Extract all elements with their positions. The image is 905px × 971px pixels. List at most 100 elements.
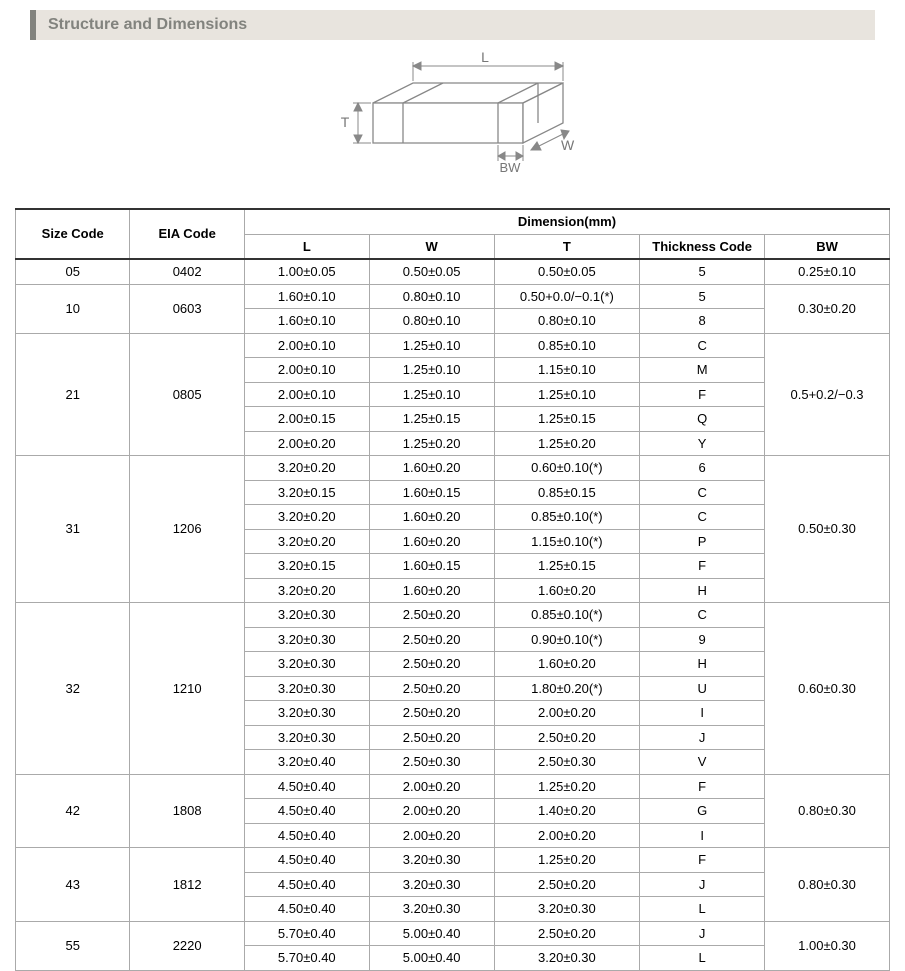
- cell-T: 0.50+0.0/−0.1(*): [494, 284, 640, 309]
- cell-T: 0.85±0.15: [494, 480, 640, 505]
- cell-T: 1.25±0.20: [494, 774, 640, 799]
- cell-thickness-code: 9: [640, 627, 765, 652]
- cell-thickness-code: C: [640, 333, 765, 358]
- cell-L: 4.50±0.40: [244, 799, 369, 824]
- cell-L: 2.00±0.10: [244, 382, 369, 407]
- cell-W: 1.60±0.15: [369, 480, 494, 505]
- cell-T: 2.50±0.20: [494, 872, 640, 897]
- cell-thickness-code: L: [640, 897, 765, 922]
- cell-thickness-code: M: [640, 358, 765, 383]
- cell-thickness-code: V: [640, 750, 765, 775]
- cell-W: 1.25±0.10: [369, 382, 494, 407]
- cell-eia-code: 2220: [130, 921, 244, 970]
- cell-W: 2.50±0.30: [369, 750, 494, 775]
- cell-L: 2.00±0.10: [244, 358, 369, 383]
- cell-T: 3.20±0.30: [494, 897, 640, 922]
- cell-thickness-code: U: [640, 676, 765, 701]
- cell-L: 3.20±0.30: [244, 652, 369, 677]
- cell-thickness-code: 8: [640, 309, 765, 334]
- cell-T: 3.20±0.30: [494, 946, 640, 971]
- cell-thickness-code: C: [640, 505, 765, 530]
- cell-T: 1.80±0.20(*): [494, 676, 640, 701]
- cell-L: 2.00±0.10: [244, 333, 369, 358]
- table-row: 3112063.20±0.201.60±0.200.60±0.10(*)60.5…: [16, 456, 890, 481]
- cell-W: 1.25±0.15: [369, 407, 494, 432]
- cell-T: 1.25±0.20: [494, 848, 640, 873]
- cell-eia-code: 1808: [130, 774, 244, 848]
- dimension-diagram: L T W BW: [0, 48, 905, 198]
- cell-W: 2.00±0.20: [369, 774, 494, 799]
- cell-eia-code: 1812: [130, 848, 244, 922]
- table-row: 4218084.50±0.402.00±0.201.25±0.20F0.80±0…: [16, 774, 890, 799]
- table-row: 0504021.00±0.050.50±0.050.50±0.0550.25±0…: [16, 259, 890, 284]
- col-thickness-code: Thickness Code: [640, 234, 765, 259]
- cell-W: 1.25±0.20: [369, 431, 494, 456]
- cell-W: 5.00±0.40: [369, 946, 494, 971]
- cell-L: 4.50±0.40: [244, 872, 369, 897]
- cell-thickness-code: H: [640, 578, 765, 603]
- cell-L: 3.20±0.20: [244, 505, 369, 530]
- col-W: W: [369, 234, 494, 259]
- cell-bw: 0.25±0.10: [765, 259, 890, 284]
- col-eia-code: EIA Code: [130, 209, 244, 259]
- cell-thickness-code: L: [640, 946, 765, 971]
- cell-T: 0.50±0.05: [494, 259, 640, 284]
- table-row: 5522205.70±0.405.00±0.402.50±0.20J1.00±0…: [16, 921, 890, 946]
- cell-L: 4.50±0.40: [244, 823, 369, 848]
- cell-bw: 0.5+0.2/−0.3: [765, 333, 890, 456]
- label-T: T: [340, 114, 349, 130]
- cell-thickness-code: Y: [640, 431, 765, 456]
- cell-thickness-code: G: [640, 799, 765, 824]
- cell-size-code: 05: [16, 259, 130, 284]
- cell-size-code: 55: [16, 921, 130, 970]
- label-W: W: [561, 137, 575, 153]
- cell-bw: 0.80±0.30: [765, 774, 890, 848]
- table-row: 4318124.50±0.403.20±0.301.25±0.20F0.80±0…: [16, 848, 890, 873]
- col-BW: BW: [765, 234, 890, 259]
- cell-thickness-code: 6: [640, 456, 765, 481]
- cell-thickness-code: 5: [640, 259, 765, 284]
- cell-L: 1.60±0.10: [244, 309, 369, 334]
- cell-L: 3.20±0.30: [244, 627, 369, 652]
- label-BW: BW: [499, 160, 521, 175]
- cell-thickness-code: F: [640, 382, 765, 407]
- cell-T: 1.25±0.15: [494, 407, 640, 432]
- col-size-code: Size Code: [16, 209, 130, 259]
- cell-L: 5.70±0.40: [244, 921, 369, 946]
- cell-L: 4.50±0.40: [244, 774, 369, 799]
- cell-W: 2.50±0.20: [369, 603, 494, 628]
- table-body: 0504021.00±0.050.50±0.050.50±0.0550.25±0…: [16, 259, 890, 970]
- cell-W: 1.25±0.10: [369, 333, 494, 358]
- cell-W: 2.50±0.20: [369, 725, 494, 750]
- cell-W: 1.60±0.15: [369, 554, 494, 579]
- cell-W: 1.60±0.20: [369, 456, 494, 481]
- table-row: 1006031.60±0.100.80±0.100.50+0.0/−0.1(*)…: [16, 284, 890, 309]
- cell-T: 2.00±0.20: [494, 701, 640, 726]
- dimensions-table: Size Code EIA Code Dimension(mm) L W T T…: [15, 208, 890, 971]
- cell-W: 3.20±0.30: [369, 872, 494, 897]
- cell-eia-code: 0603: [130, 284, 244, 333]
- cell-L: 3.20±0.20: [244, 578, 369, 603]
- cell-thickness-code: F: [640, 848, 765, 873]
- cell-W: 2.50±0.20: [369, 627, 494, 652]
- cell-T: 0.85±0.10(*): [494, 603, 640, 628]
- cell-W: 2.50±0.20: [369, 676, 494, 701]
- cell-T: 2.50±0.30: [494, 750, 640, 775]
- cell-W: 0.80±0.10: [369, 309, 494, 334]
- cell-thickness-code: C: [640, 480, 765, 505]
- cell-W: 2.00±0.20: [369, 823, 494, 848]
- cell-W: 5.00±0.40: [369, 921, 494, 946]
- cell-L: 3.20±0.30: [244, 701, 369, 726]
- cell-T: 1.60±0.20: [494, 578, 640, 603]
- cell-eia-code: 1206: [130, 456, 244, 603]
- cell-L: 3.20±0.20: [244, 456, 369, 481]
- cell-W: 3.20±0.30: [369, 848, 494, 873]
- cell-T: 1.40±0.20: [494, 799, 640, 824]
- cell-T: 1.15±0.10(*): [494, 529, 640, 554]
- col-dimension: Dimension(mm): [244, 209, 889, 234]
- cell-T: 1.25±0.20: [494, 431, 640, 456]
- col-L: L: [244, 234, 369, 259]
- cell-thickness-code: F: [640, 554, 765, 579]
- cell-L: 3.20±0.20: [244, 529, 369, 554]
- cell-T: 2.00±0.20: [494, 823, 640, 848]
